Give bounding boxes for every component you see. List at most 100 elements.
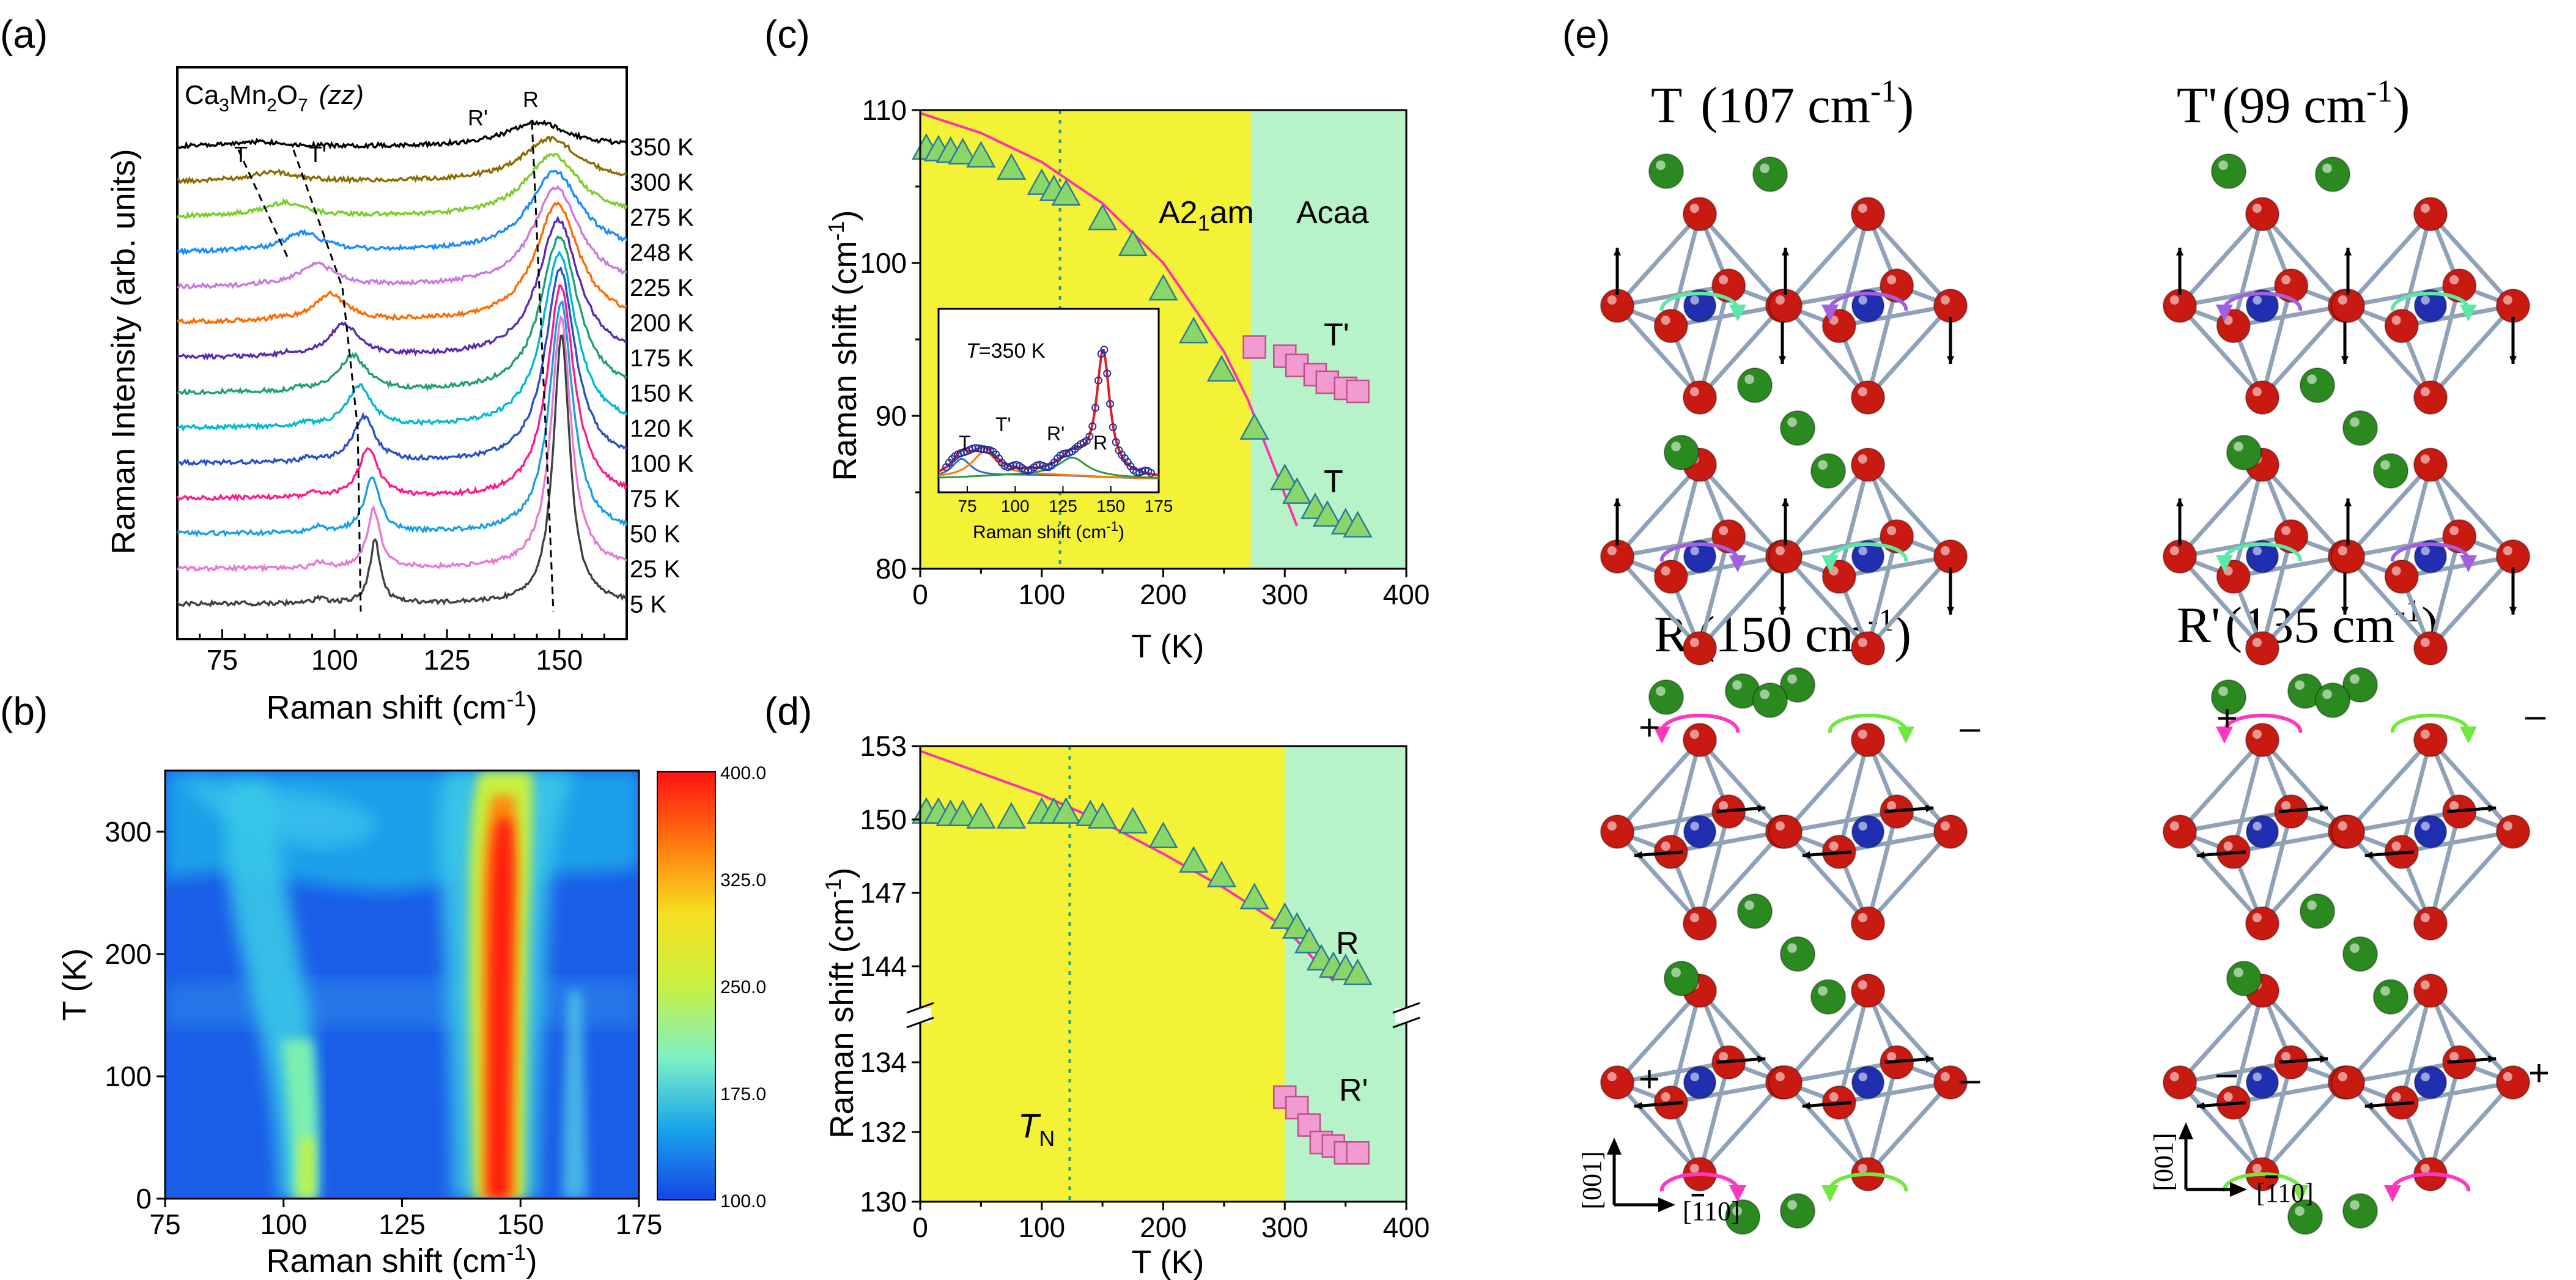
- displacement-arrowhead: [2196, 851, 2205, 859]
- o-atom: [2245, 197, 2279, 231]
- mn-atom: [2414, 815, 2447, 848]
- bond: [1866, 303, 1953, 400]
- o-atom-highlight: [1661, 841, 1670, 851]
- displacement-arrow: [2196, 1101, 2246, 1108]
- displacement-arrowhead: [1634, 1101, 1642, 1110]
- o-atom-highlight: [2252, 387, 2262, 397]
- data-point-t: [1206, 355, 1237, 382]
- bond: [1615, 462, 1702, 559]
- panel-b-heatmap: 75 100 125 150 175 0 100 200 300 400.0 325.0 250.0…: [56, 763, 766, 1279]
- bond: [1783, 738, 1870, 834]
- colorbar-tick-label: 175.0: [720, 1084, 766, 1104]
- rotation-arrow-lime-head: [1897, 727, 1914, 744]
- mode-title-tprime: T'(99 cm-1): [2177, 74, 2410, 134]
- ca-atom-highlight: [1671, 967, 1681, 978]
- x-tick-label: 0: [912, 579, 928, 610]
- panel-a-spectra-lines: [176, 119, 628, 612]
- ca-atom: [2342, 410, 2378, 446]
- bond: [2260, 1080, 2347, 1177]
- o-atom-highlight: [1689, 637, 1699, 648]
- bond: [1837, 829, 1953, 854]
- bond: [1783, 829, 1870, 926]
- ca-atom-highlight: [2307, 900, 2317, 911]
- displacement-arrow: [2196, 850, 2246, 857]
- mn-atom-highlight: [2253, 1072, 2262, 1082]
- displacement-arrowhead: [2320, 1055, 2328, 1064]
- x-tick-label: 125: [424, 644, 471, 676]
- rotation-arrow-lower: [1828, 1172, 1908, 1192]
- bond: [1783, 809, 1899, 834]
- rotation-arrow-purple-head: [1821, 305, 1839, 322]
- bond: [2428, 988, 2515, 1085]
- panel-label-e: (e): [1562, 12, 1610, 56]
- bond: [1866, 462, 1953, 559]
- temperature-label: 120 K: [630, 415, 694, 442]
- bond: [2345, 988, 2433, 1085]
- structure-t: [1600, 154, 1968, 709]
- panel-b-x-label: Raman shift (cm-1): [266, 1240, 537, 1279]
- rotation-arrow-lower: [1659, 1172, 1740, 1192]
- mn-atom-highlight: [2253, 295, 2262, 305]
- inset-data-point: [1109, 423, 1117, 432]
- o-atom-highlight: [1858, 387, 1867, 397]
- temperature-label: 350 K: [630, 134, 694, 161]
- ca-atom: [2211, 154, 2246, 189]
- bond: [1866, 738, 1953, 834]
- bond: [1615, 1080, 1702, 1177]
- displacement-arrow: [1884, 806, 1934, 813]
- inset-data-point: [980, 445, 989, 454]
- bond: [2345, 212, 2433, 308]
- colorbar-tick-labels: 400.0 325.0 250.0 175.0 100.0: [720, 763, 766, 1212]
- bond: [1615, 988, 1702, 1085]
- rotation-arrow-lower: [2222, 1172, 2302, 1192]
- displacement-arrowhead: [1757, 804, 1766, 813]
- o-atom: [2413, 197, 2448, 231]
- x-tick-label: 150: [497, 1208, 544, 1240]
- o-atom-highlight: [1858, 1163, 1867, 1174]
- o-atom-highlight: [2252, 729, 2262, 739]
- spectrum-line: [177, 250, 628, 432]
- bond: [1669, 1080, 1785, 1105]
- ca-atom-highlight: [1818, 460, 1828, 470]
- bond: [1697, 1060, 1731, 1177]
- o-atom: [1851, 906, 1885, 941]
- bond: [2260, 283, 2294, 400]
- ca-atom: [2342, 936, 2378, 972]
- ca-atom: [1780, 1193, 1815, 1229]
- axis-label-001-left: [001]: [1577, 1151, 1607, 1209]
- bond: [1697, 283, 1731, 400]
- bond: [2345, 462, 2433, 559]
- o-atom: [2245, 906, 2279, 941]
- bond: [1866, 1080, 1953, 1177]
- ca-atom: [1737, 893, 1773, 929]
- mn-atom-highlight: [2421, 295, 2430, 305]
- structure-tp: [2163, 154, 2530, 709]
- tn-label: TN: [1018, 1106, 1055, 1151]
- bond: [2428, 809, 2462, 926]
- bond: [2231, 303, 2347, 328]
- o-atom-highlight: [1940, 546, 1950, 556]
- bond: [1697, 988, 1785, 1085]
- o-atom: [1653, 309, 1688, 343]
- ca-atom: [1664, 435, 1699, 470]
- data-point-r: [1088, 802, 1118, 829]
- panel-label-d: (d): [764, 689, 812, 733]
- temperature-label: 25 K: [630, 556, 681, 583]
- bond: [2177, 283, 2294, 308]
- rotation-arrow-lower-head: [1821, 1185, 1839, 1202]
- bond: [1783, 1080, 1870, 1177]
- displacement-arrow: [2279, 1057, 2328, 1064]
- bond: [2260, 303, 2347, 400]
- bond: [2177, 462, 2265, 559]
- dashed-guide-tprime: [292, 149, 362, 612]
- spectrum-line: [177, 265, 628, 467]
- o-atom-highlight: [2449, 525, 2459, 536]
- ca-atom-highlight: [1818, 986, 1828, 996]
- bond: [2428, 554, 2515, 651]
- data-point-r: [948, 799, 978, 826]
- panel-a-x-label: Raman shift (cm-1): [266, 686, 537, 726]
- bond: [1615, 212, 1702, 308]
- rotation-arrow-lower: [2391, 1172, 2471, 1192]
- o-atom: [2245, 380, 2279, 415]
- spectrum-line: [177, 135, 627, 185]
